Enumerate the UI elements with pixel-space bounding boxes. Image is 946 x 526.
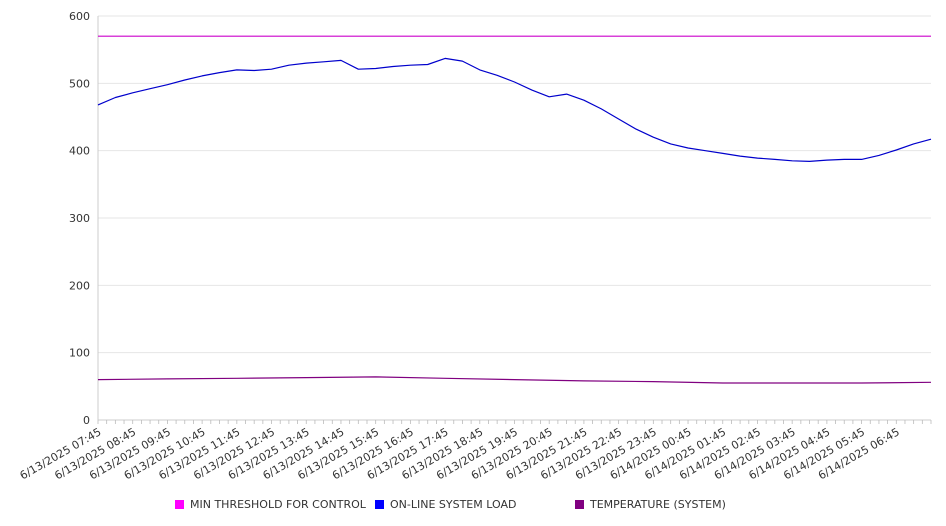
series-line-system-load (97, 57, 932, 162)
y-tick-label-300: 300 (69, 212, 90, 225)
y-tick-label-0: 0 (83, 414, 90, 427)
legend-label-system-load: ON-LINE SYSTEM LOAD (390, 498, 517, 511)
legend-swatch-system-load (375, 500, 384, 509)
legend-item-temperature: TEMPERATURE (SYSTEM) (575, 498, 726, 511)
y-tick-label-200: 200 (69, 279, 90, 292)
y-tick-label-400: 400 (69, 145, 90, 158)
y-tick-label-600: 600 (69, 10, 90, 23)
x-tick-labels: 6/13/2025 07:456/13/2025 08:456/13/2025 … (18, 425, 902, 482)
legend-swatch-temperature (575, 500, 584, 509)
legend-label-temperature: TEMPERATURE (SYSTEM) (590, 498, 726, 511)
series-line-temperature (97, 376, 932, 384)
legend-item-min-threshold: MIN THRESHOLD FOR CONTROL (175, 498, 366, 511)
y-tick-label-500: 500 (69, 77, 90, 90)
y-tick-labels: 0 100 200 300 400 500 600 (69, 10, 90, 427)
y-tick-label-100: 100 (69, 347, 90, 360)
series-lines (97, 35, 932, 384)
legend-swatch-min-threshold (175, 500, 184, 509)
axes (97, 16, 932, 424)
legend-item-system-load: ON-LINE SYSTEM LOAD (375, 498, 516, 511)
legend-label-min-threshold: MIN THRESHOLD FOR CONTROL (190, 498, 366, 511)
gridlines (98, 15, 931, 354)
line-chart: 0 100 200 300 400 500 600 6/13/2025 07:456/13/… (18, 10, 932, 482)
legend: MIN THRESHOLD FOR CONTROL ON-LINE SYSTEM… (0, 498, 946, 514)
